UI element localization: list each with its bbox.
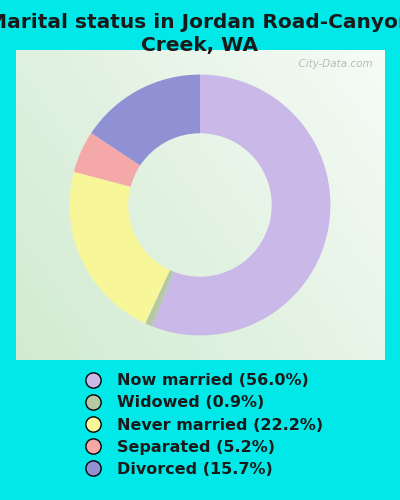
Text: Marital status in Jordan Road-Canyon
Creek, WA: Marital status in Jordan Road-Canyon Cre… bbox=[0, 12, 400, 55]
Wedge shape bbox=[152, 74, 330, 336]
Wedge shape bbox=[145, 270, 174, 326]
Legend: Now married (56.0%), Widowed (0.9%), Never married (22.2%), Separated (5.2%), Di: Now married (56.0%), Widowed (0.9%), Nev… bbox=[72, 368, 328, 482]
Wedge shape bbox=[91, 74, 200, 166]
Text: City-Data.com: City-Data.com bbox=[292, 60, 373, 70]
Wedge shape bbox=[74, 133, 140, 186]
Wedge shape bbox=[70, 172, 170, 324]
